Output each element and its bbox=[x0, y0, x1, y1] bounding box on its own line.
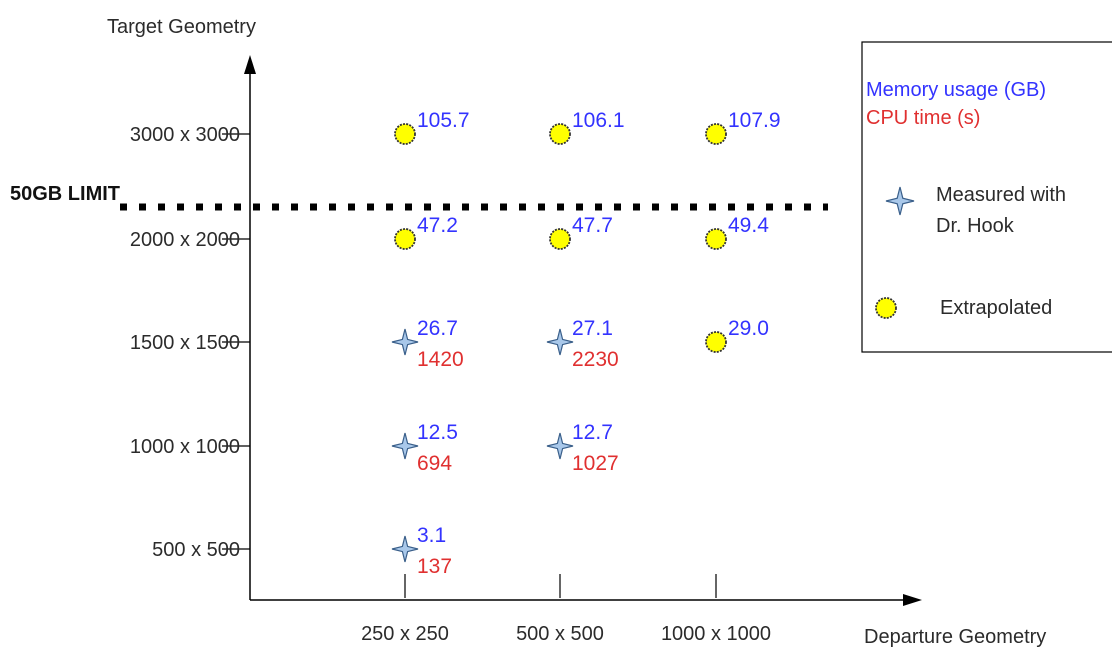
y-tick-label-1000-x-1000: 1000 x 1000 bbox=[130, 436, 240, 458]
cpu-label-250-x-250-1000-x-1000: 694 bbox=[417, 452, 452, 475]
y-axis-title: Target Geometry bbox=[107, 16, 256, 38]
memory-label-250-x-250-1500-x-1500: 26.7 bbox=[417, 317, 458, 340]
legend-cpu-label: CPU time (s) bbox=[866, 107, 980, 129]
measured-star-500-x-500-1500-x-1500 bbox=[546, 328, 574, 356]
cpu-label-500-x-500-1500-x-1500: 2230 bbox=[572, 348, 619, 371]
memory-label-500-x-500-1000-x-1000: 12.7 bbox=[572, 421, 613, 444]
cpu-label-250-x-250-1500-x-1500: 1420 bbox=[417, 348, 464, 371]
y-axis-arrow bbox=[244, 55, 256, 74]
measured-star-250-x-250-500-x-500 bbox=[391, 535, 419, 563]
legend-measured-label-line2: Dr. Hook bbox=[936, 215, 1015, 237]
extrapolated-circle-1000-x-1000-2000-x-2000 bbox=[705, 228, 727, 250]
limit-line-group: 50GB LIMIT bbox=[10, 183, 828, 211]
x-tick-label-500-x-500: 500 x 500 bbox=[516, 623, 604, 645]
memory-label-1000-x-1000-2000-x-2000: 49.4 bbox=[728, 214, 769, 237]
cpu-label-250-x-250-500-x-500: 137 bbox=[417, 555, 452, 578]
legend: Memory usage (GB) CPU time (s) Measured … bbox=[861, 41, 1112, 353]
x-axis-arrow bbox=[903, 594, 922, 606]
extrapolated-circle-500-x-500-2000-x-2000 bbox=[549, 228, 571, 250]
measured-star-500-x-500-1000-x-1000 bbox=[546, 432, 574, 460]
points: 3.1 137 12.5 694 12.7 1027 26.7 1420 27.1 2230 29.… bbox=[391, 109, 781, 578]
extrapolated-circle-250-x-250-2000-x-2000 bbox=[394, 228, 416, 250]
memory-label-500-x-500-3000-x-3000: 106.1 bbox=[572, 109, 625, 132]
extrapolated-circle-1000-x-1000-1500-x-1500 bbox=[705, 331, 727, 353]
y-tick-label-1500-x-1500: 1500 x 1500 bbox=[130, 332, 240, 354]
y-tick-label-2000-x-2000: 2000 x 2000 bbox=[130, 229, 240, 251]
x-axis-title: Departure Geometry bbox=[864, 626, 1046, 648]
extrapolated-circle-500-x-500-3000-x-3000 bbox=[549, 123, 571, 145]
measured-star-250-x-250-1500-x-1500 bbox=[391, 328, 419, 356]
memory-label-250-x-250-3000-x-3000: 105.7 bbox=[417, 109, 470, 132]
legend-measured-star bbox=[885, 186, 915, 216]
cpu-label-500-x-500-1000-x-1000: 1027 bbox=[572, 452, 619, 475]
legend-extrapolated-circle-icon bbox=[875, 297, 897, 319]
memory-label-250-x-250-1000-x-1000: 12.5 bbox=[417, 421, 458, 444]
y-ticks: 500 x 500 1000 x 1000 1500 x 1500 2000 x 20… bbox=[130, 124, 250, 561]
memory-label-1000-x-1000-3000-x-3000: 107.9 bbox=[728, 109, 781, 132]
y-tick-label-3000-x-3000: 3000 x 3000 bbox=[130, 124, 240, 146]
memory-label-500-x-500-2000-x-2000: 47.7 bbox=[572, 214, 613, 237]
memory-label-500-x-500-1500-x-1500: 27.1 bbox=[572, 317, 613, 340]
memory-label-1000-x-1000-1500-x-1500: 29.0 bbox=[728, 317, 769, 340]
legend-measured-star-icon bbox=[885, 186, 915, 216]
memory-label-250-x-250-500-x-500: 3.1 bbox=[417, 524, 446, 547]
legend-extrapolated-circle bbox=[875, 297, 897, 319]
extrapolated-circle-1000-x-1000-3000-x-3000 bbox=[705, 123, 727, 145]
measured-star-250-x-250-1000-x-1000 bbox=[391, 432, 419, 460]
memory-label-250-x-250-2000-x-2000: 47.2 bbox=[417, 214, 458, 237]
legend-measured-label-line1: Measured with bbox=[936, 184, 1066, 206]
limit-label: 50GB LIMIT bbox=[10, 183, 120, 205]
axes: Target Geometry Departure Geometry bbox=[107, 16, 1046, 648]
legend-extrapolated-label: Extrapolated bbox=[940, 297, 1052, 319]
y-tick-label-500-x-500: 500 x 500 bbox=[152, 539, 240, 561]
extrapolated-circle-250-x-250-3000-x-3000 bbox=[394, 123, 416, 145]
x-tick-label-250-x-250: 250 x 250 bbox=[361, 623, 449, 645]
legend-memory-label: Memory usage (GB) bbox=[866, 79, 1046, 101]
x-ticks: 250 x 250 500 x 500 1000 x 1000 bbox=[361, 574, 771, 645]
legend-box bbox=[861, 41, 1112, 353]
x-tick-label-1000-x-1000: 1000 x 1000 bbox=[661, 623, 771, 645]
